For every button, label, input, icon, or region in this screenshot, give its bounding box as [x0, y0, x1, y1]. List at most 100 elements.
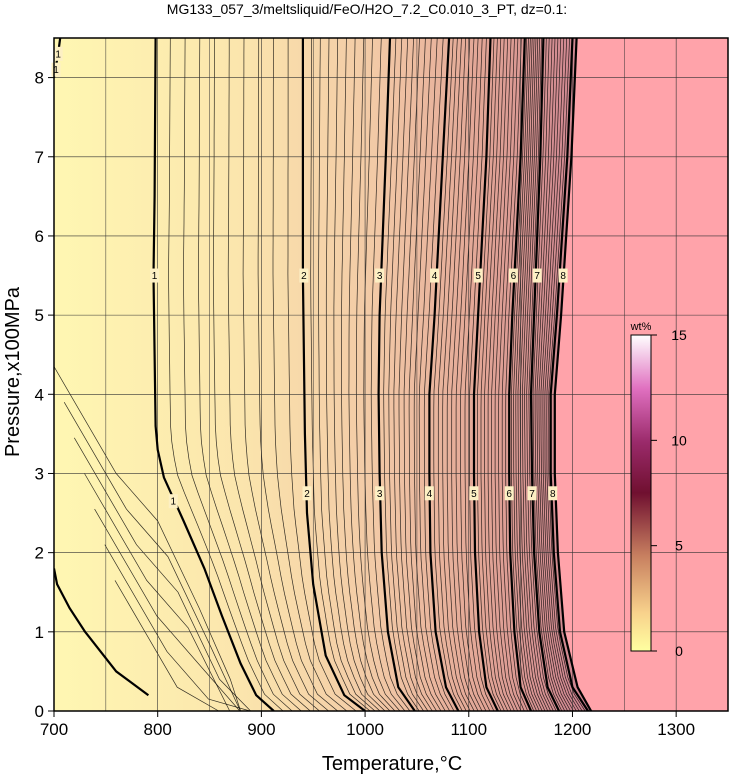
contour-label-bg	[430, 268, 440, 283]
minor-contour-line	[505, 38, 529, 711]
minor-contour-line	[524, 38, 551, 711]
contour-label-bg	[53, 46, 63, 61]
contour-label-bg	[532, 268, 542, 283]
minor-contour-line	[63, 402, 251, 711]
minor-contour-line	[341, 38, 391, 711]
minor-contour-line	[104, 544, 292, 711]
minor-contour-line	[519, 38, 546, 711]
major-contour-3	[377, 38, 416, 711]
minor-contour-line	[383, 38, 420, 711]
y-tick-label: 5	[35, 306, 44, 325]
minor-contour-line	[393, 38, 429, 711]
minor-contour-line	[318, 38, 376, 711]
y-tick-label: 4	[35, 385, 44, 404]
y-tick-label: 1	[35, 623, 44, 642]
contour-label: 3	[377, 489, 383, 500]
minor-contour-line	[388, 38, 424, 711]
y-axis-ticks: 0 1 2 3 4 5 6 7 8	[35, 69, 54, 721]
contour-label-bg	[469, 486, 479, 501]
minor-contour-line	[511, 38, 535, 711]
minor-contour-line	[287, 38, 357, 711]
contour-label-bg	[548, 486, 558, 501]
minor-contour-line	[546, 38, 583, 711]
major-contour-2	[301, 38, 366, 711]
contour-label: 1	[55, 49, 61, 60]
minor-contour-line	[355, 38, 401, 711]
minor-contour-line	[517, 38, 543, 711]
minor-contour-line	[442, 38, 471, 711]
plot-frame	[53, 37, 729, 712]
contour-label: 3	[377, 271, 383, 282]
contour-label: 5	[475, 271, 481, 282]
contour-label: 1	[152, 271, 158, 282]
contour-label-bg	[504, 486, 514, 501]
colorbar-unit-label: wt%	[630, 321, 652, 333]
major-contour-4	[428, 38, 460, 711]
minor-contour-line	[548, 38, 586, 711]
y-axis-title: Pressure,x100MPa	[2, 286, 24, 457]
contour-label: 2	[301, 271, 307, 282]
y-tick-label: 2	[35, 544, 44, 563]
y-tick-label: 6	[35, 227, 44, 246]
minor-contour-line	[423, 38, 455, 711]
minor-contour-line	[501, 38, 525, 711]
minor-contour-line	[477, 38, 502, 711]
minor-contour-line	[94, 508, 282, 711]
y-tick-label: 8	[35, 69, 44, 88]
x-tick-label: 900	[247, 720, 275, 739]
minor-contour-line	[198, 38, 302, 711]
minor-contour-line	[460, 38, 487, 711]
contour-label: 4	[427, 489, 433, 500]
major-contour-7	[529, 38, 560, 711]
minor-contour-line	[114, 580, 302, 711]
colorbar-ramp	[630, 334, 652, 652]
major-contour-6	[508, 38, 533, 711]
x-tick-label: 1000	[346, 720, 384, 739]
major-contour-1	[54, 568, 150, 697]
major-contour-8	[549, 38, 589, 711]
x-tick-label: 800	[144, 720, 172, 739]
contour-label: 7	[529, 489, 535, 500]
liquidus-boundary-line	[553, 38, 593, 711]
contour-label-bg	[527, 486, 537, 501]
x-tick-label: 700	[40, 720, 68, 739]
minor-contour-line	[451, 38, 479, 711]
minor-contour-line	[413, 38, 446, 711]
minor-contour-line	[348, 38, 396, 711]
contour-label-bg	[375, 486, 385, 501]
minor-contour-line	[494, 38, 519, 711]
colorbar-tick-label: 0	[675, 643, 683, 659]
minor-contour-line	[370, 38, 411, 711]
minor-contour-line	[491, 38, 515, 711]
minor-contour-line	[310, 38, 371, 711]
contour-label-bg	[299, 268, 309, 283]
contour-label: 6	[506, 489, 512, 500]
x-tick-label: 1200	[554, 720, 592, 739]
contour-label: 1	[53, 65, 59, 76]
minor-contour-line	[532, 38, 563, 711]
minor-contour-line	[257, 38, 338, 711]
contour-label-bg	[508, 268, 518, 283]
x-tick-label: 1300	[657, 720, 695, 739]
contour-label: 4	[432, 271, 438, 282]
minor-contour-line	[363, 38, 406, 711]
minor-contour-line	[183, 38, 293, 711]
x-axis-ticks: 700 800 900 1000 1100 1200 1300	[40, 711, 695, 739]
minor-contour-line	[480, 38, 505, 711]
minor-contour-line	[534, 38, 566, 711]
contour-label: 5	[471, 489, 477, 500]
minor-contour-line	[242, 38, 329, 711]
y-tick-label: 7	[35, 148, 44, 167]
minor-contour-line	[398, 38, 433, 711]
chart-title: MG133_057_3/meltsliquid/FeO/H2O_7.2_C0.0…	[167, 1, 567, 17]
minor-contour-line	[528, 38, 557, 711]
colorbar-tick-label: 10	[671, 432, 687, 448]
minor-contour-line	[455, 38, 483, 711]
colorbar-tick-label: 5	[675, 538, 683, 554]
minor-contour-line	[498, 38, 522, 711]
minor-contour-line	[272, 38, 348, 711]
colorbar-tick-label: 15	[671, 327, 687, 343]
minor-contour-line	[333, 38, 386, 711]
minor-contour-line	[212, 38, 311, 711]
contour-label-bg	[150, 268, 160, 283]
